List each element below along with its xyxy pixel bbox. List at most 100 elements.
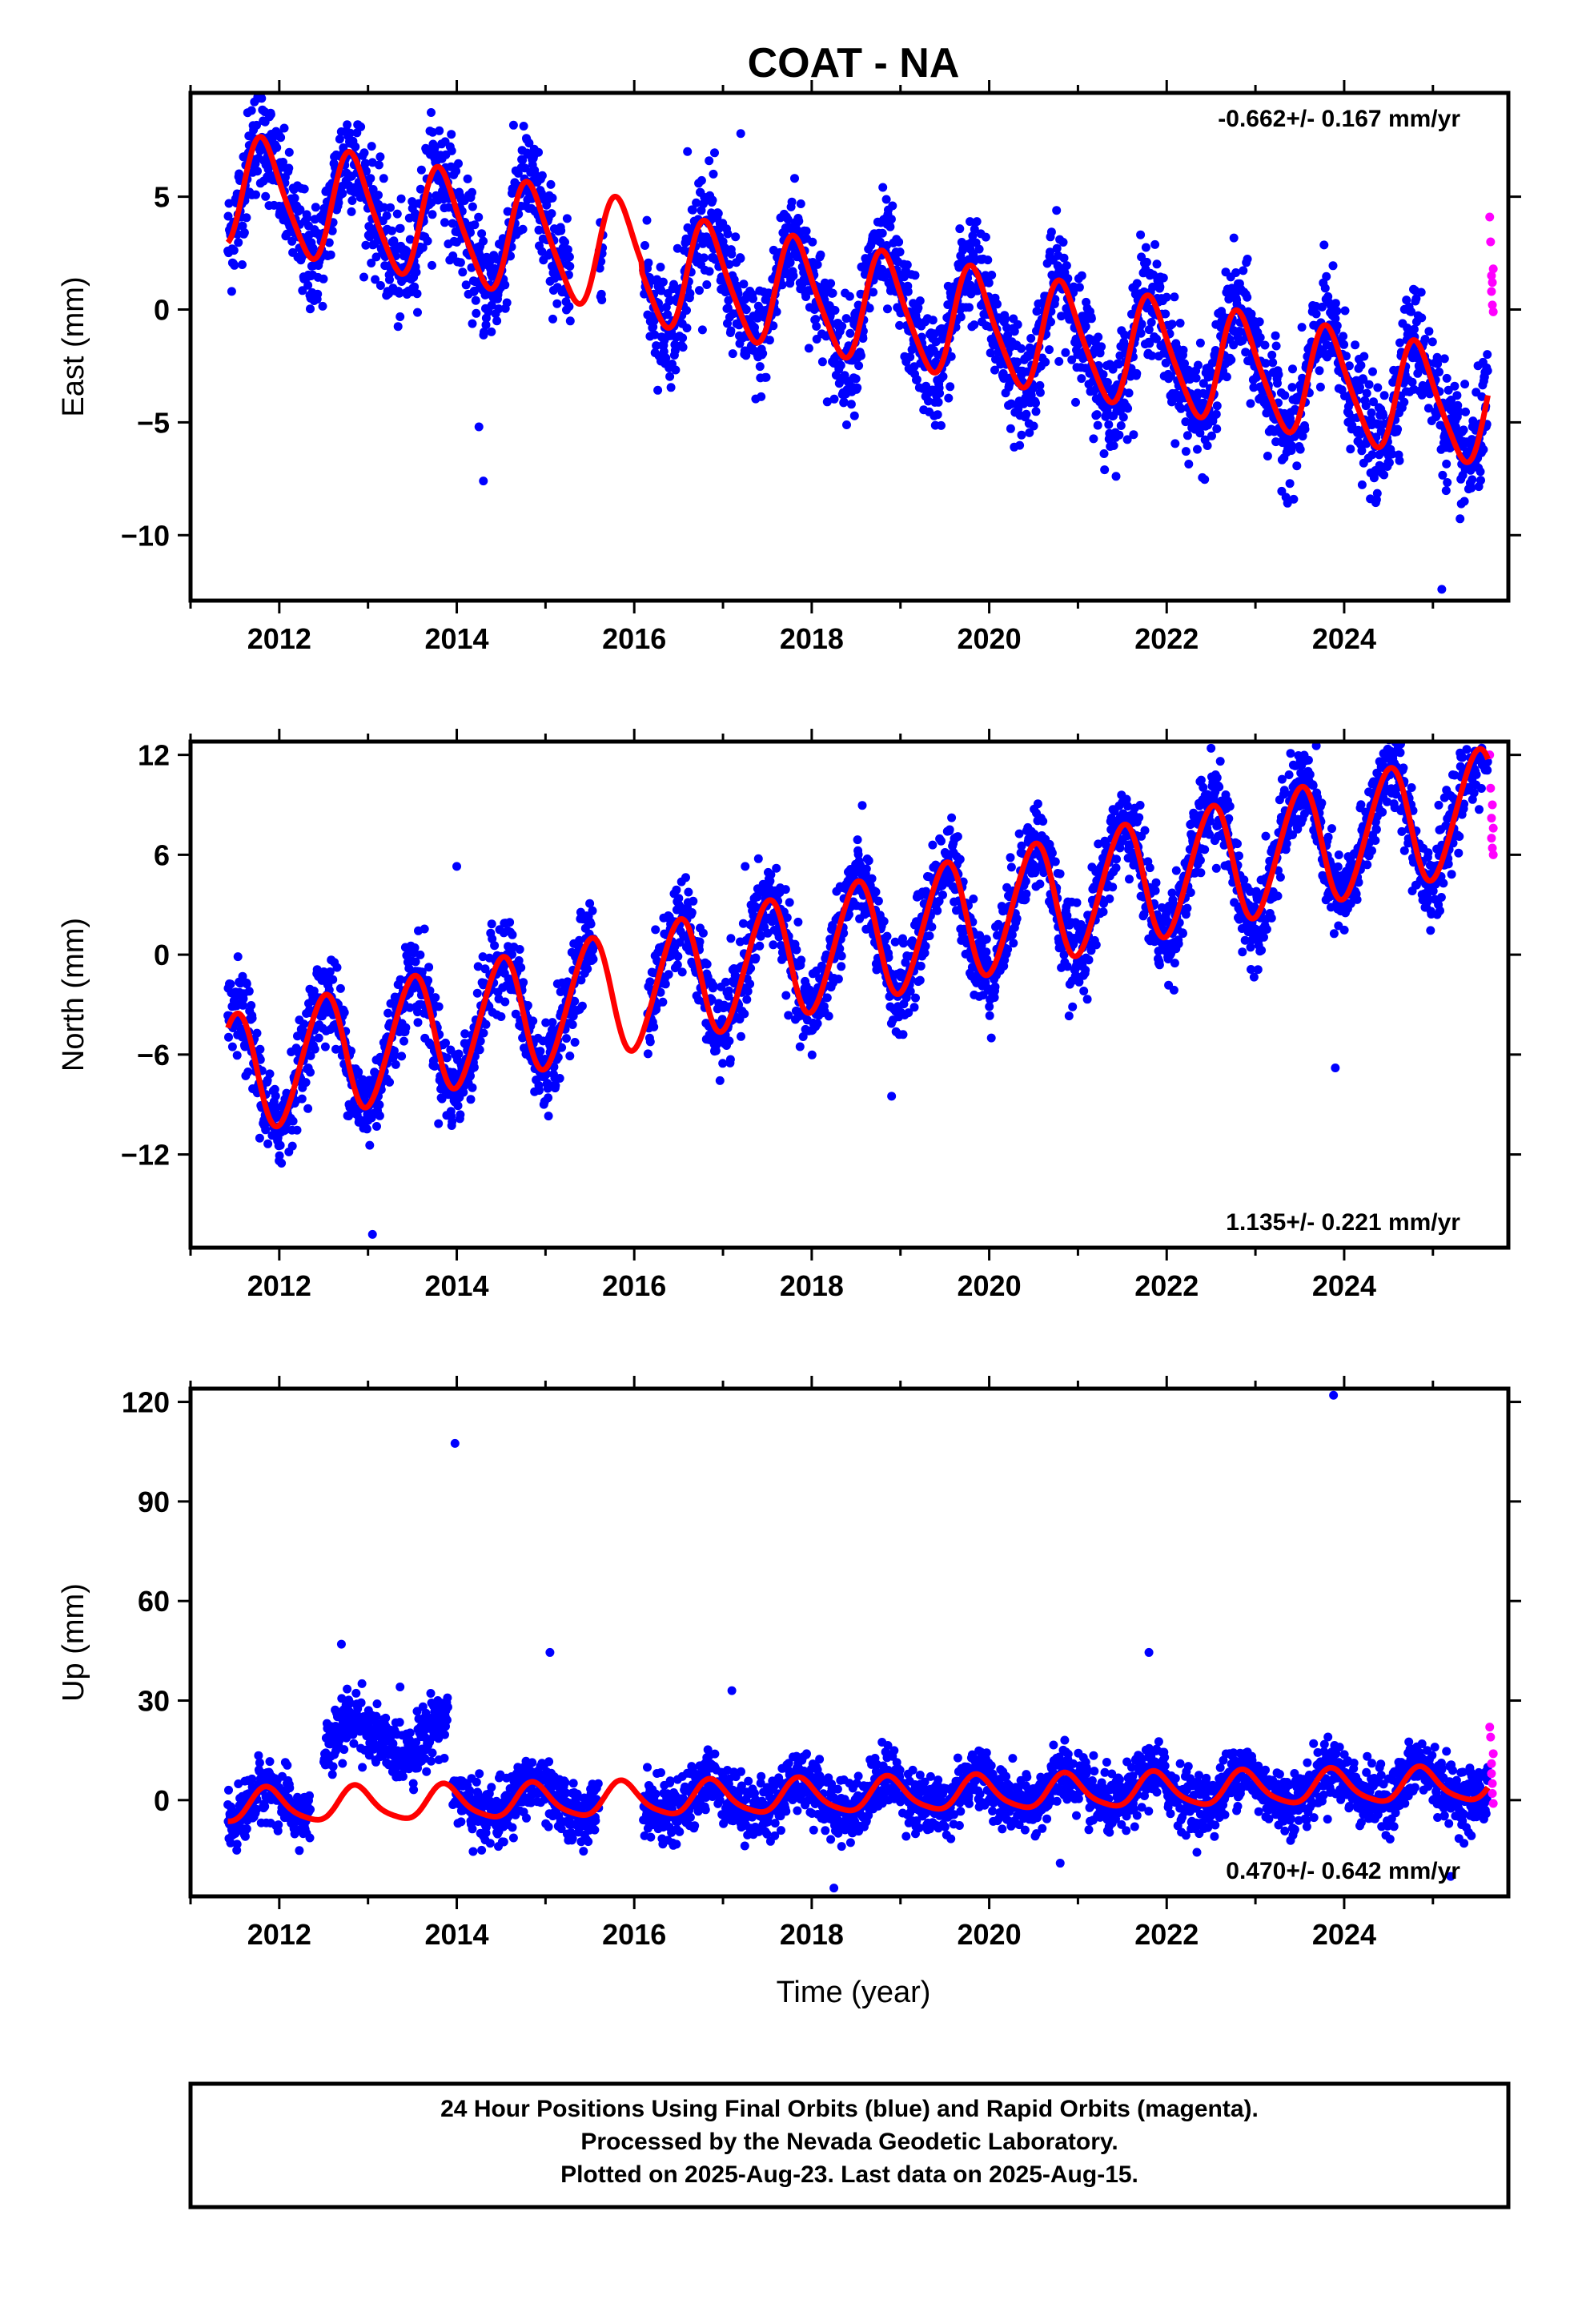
east-final-point bbox=[1315, 382, 1325, 392]
east-final-point bbox=[223, 211, 233, 221]
east-final-point bbox=[1150, 239, 1160, 249]
east-final-point bbox=[981, 232, 990, 242]
east-final-point bbox=[1279, 408, 1289, 418]
east-final-point bbox=[542, 200, 552, 210]
east-final-point bbox=[519, 122, 528, 131]
north-final-point bbox=[442, 1053, 452, 1063]
north-final-point bbox=[328, 975, 338, 984]
east-final-point bbox=[1320, 283, 1330, 293]
north-final-point bbox=[270, 1084, 279, 1094]
east-final-point bbox=[360, 159, 370, 168]
east-final-point bbox=[413, 308, 422, 317]
east-final-point bbox=[1427, 337, 1437, 347]
north-final-point bbox=[454, 1049, 464, 1059]
east-final-point bbox=[1467, 483, 1476, 493]
north-final-point bbox=[490, 941, 500, 951]
east-final-point bbox=[396, 312, 405, 321]
east-final-point bbox=[1260, 340, 1270, 350]
east-final-point bbox=[1155, 282, 1165, 292]
north-final-point bbox=[303, 1104, 313, 1113]
east-final-point bbox=[938, 372, 948, 381]
east-final-point bbox=[697, 175, 706, 185]
east-final-point bbox=[1288, 364, 1297, 374]
east-final-point bbox=[412, 267, 421, 277]
east-final-point bbox=[764, 288, 773, 298]
north-final-point bbox=[339, 1007, 349, 1017]
east-final-point bbox=[1387, 449, 1397, 459]
east-final-point bbox=[1416, 287, 1426, 297]
east-final-point bbox=[1452, 391, 1462, 400]
north-final-point bbox=[969, 895, 978, 903]
north-final-point bbox=[261, 1125, 271, 1135]
east-rapid-point bbox=[1488, 278, 1497, 287]
east-final-point bbox=[1071, 397, 1080, 407]
east-final-point bbox=[710, 255, 720, 264]
east-final-points bbox=[223, 93, 1498, 594]
east-final-point bbox=[1476, 467, 1485, 476]
north-final-point bbox=[822, 993, 832, 1003]
north-final-point bbox=[391, 1059, 400, 1069]
east-final-point bbox=[463, 174, 472, 183]
east-final-point bbox=[518, 155, 528, 165]
east-final-point bbox=[1255, 333, 1265, 342]
north-final-point bbox=[244, 987, 254, 996]
east-final-point bbox=[878, 183, 888, 192]
north-final-point bbox=[481, 1019, 491, 1029]
north-final-point bbox=[469, 1063, 479, 1072]
east-final-point bbox=[1331, 314, 1340, 324]
east-final-point bbox=[1292, 461, 1302, 471]
east-ytick-label: −5 bbox=[137, 406, 170, 439]
east-final-point bbox=[382, 211, 391, 220]
east-final-point bbox=[1315, 366, 1324, 376]
east-final-point bbox=[412, 289, 422, 299]
east-final-point bbox=[597, 296, 607, 304]
east-final-point bbox=[1229, 340, 1239, 350]
east-final-point bbox=[347, 207, 356, 216]
east-final-point bbox=[1136, 230, 1146, 239]
east-final-point bbox=[1483, 366, 1492, 376]
east-final-point bbox=[796, 199, 805, 208]
east-final-point bbox=[238, 260, 247, 269]
north-final-point bbox=[945, 825, 954, 834]
north-final-point bbox=[320, 1042, 330, 1051]
east-rapid-point bbox=[1488, 300, 1497, 310]
east-final-point bbox=[713, 209, 723, 218]
east-final-point bbox=[741, 351, 751, 360]
east-final-point bbox=[239, 228, 249, 237]
east-final-point bbox=[669, 279, 678, 289]
east-frame bbox=[188, 90, 1511, 603]
east-final-point bbox=[1194, 360, 1203, 370]
east-final-point bbox=[682, 306, 691, 315]
east-final-point bbox=[993, 300, 1002, 309]
east-final-point bbox=[1162, 292, 1171, 302]
north-final-point bbox=[508, 930, 517, 939]
east-final-point bbox=[562, 214, 572, 223]
east-final-point bbox=[1074, 283, 1084, 292]
east-final-point bbox=[1195, 428, 1205, 438]
east-final-point bbox=[470, 220, 480, 230]
east-final-point bbox=[1029, 421, 1038, 431]
east-final-point bbox=[371, 275, 380, 284]
east-final-point bbox=[428, 210, 437, 219]
east-final-point bbox=[1368, 367, 1377, 376]
east-final-point bbox=[670, 346, 680, 356]
east-final-point bbox=[1319, 240, 1329, 250]
east-final-point bbox=[1031, 407, 1041, 416]
east-ytick-label: −10 bbox=[121, 519, 170, 552]
east-final-point bbox=[367, 259, 376, 267]
east-final-point bbox=[705, 156, 714, 166]
east-final-point bbox=[970, 224, 979, 234]
east-final-point bbox=[229, 246, 239, 255]
north-final-point bbox=[925, 931, 934, 941]
east-final-point bbox=[905, 352, 915, 362]
east-final-point bbox=[883, 304, 892, 314]
east-final-point bbox=[1152, 259, 1162, 269]
north-final-point bbox=[375, 1111, 384, 1120]
east-final-point bbox=[456, 258, 465, 267]
east-final-point bbox=[395, 288, 404, 298]
east-outlier-point bbox=[474, 422, 484, 432]
east-final-point bbox=[658, 277, 668, 287]
east-final-point bbox=[699, 253, 709, 263]
east-outlier-point bbox=[479, 476, 488, 486]
east-final-point bbox=[408, 197, 417, 207]
